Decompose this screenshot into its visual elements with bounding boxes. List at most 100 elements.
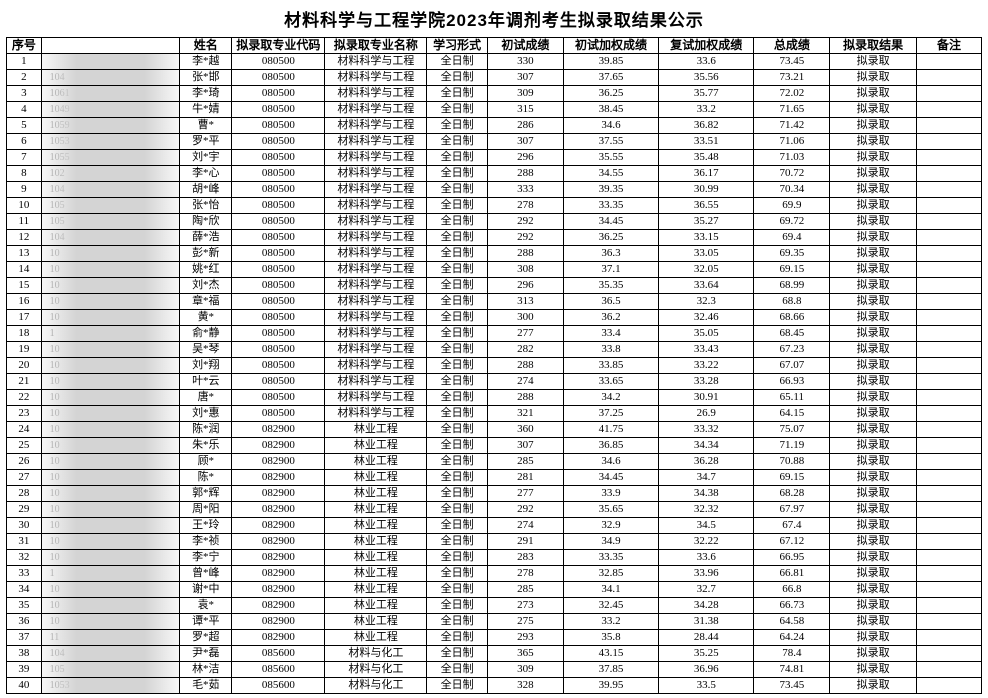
- cell: 全日制: [427, 230, 488, 246]
- cell: 70.88: [754, 454, 830, 470]
- cell: 37.25: [563, 406, 658, 422]
- cell: 080500: [232, 230, 325, 246]
- table-row: 2510朱*乐082900林业工程全日制30736.8534.3471.19拟录…: [7, 438, 982, 454]
- cell: [916, 246, 981, 262]
- cell: 309: [487, 662, 563, 678]
- cell: 材料科学与工程: [325, 390, 427, 406]
- cell: 082900: [232, 534, 325, 550]
- cell: 64.58: [754, 614, 830, 630]
- cell: 292: [487, 230, 563, 246]
- cell: 080500: [232, 198, 325, 214]
- cell: 张*怡: [180, 198, 232, 214]
- cell: 71.06: [754, 134, 830, 150]
- cell: 31.38: [659, 614, 754, 630]
- cell: 全日制: [427, 646, 488, 662]
- cell-examid-redacted: 11: [41, 630, 180, 646]
- cell-examid-redacted: 10: [41, 550, 180, 566]
- cell: 材料科学与工程: [325, 294, 427, 310]
- cell: 26: [7, 454, 42, 470]
- cell: 拟录取: [830, 502, 917, 518]
- cell: [916, 166, 981, 182]
- cell: 78.4: [754, 646, 830, 662]
- cell: 68.8: [754, 294, 830, 310]
- cell: [916, 278, 981, 294]
- table-row: 3410谢*中082900林业工程全日制28534.132.766.8拟录取: [7, 582, 982, 598]
- cell: 陶*欣: [180, 214, 232, 230]
- cell: [916, 294, 981, 310]
- cell: 拟录取: [830, 454, 917, 470]
- cell: 拟录取: [830, 150, 917, 166]
- cell: 4: [7, 102, 42, 118]
- cell-examid-redacted: 10: [41, 486, 180, 502]
- cell: 67.4: [754, 518, 830, 534]
- cell: 34.1: [563, 582, 658, 598]
- cell: 080500: [232, 358, 325, 374]
- table-row: 61053罗*平080500材料科学与工程全日制30737.5533.5171.…: [7, 134, 982, 150]
- cell: 35.65: [563, 502, 658, 518]
- cell: 080500: [232, 342, 325, 358]
- cell: 085600: [232, 646, 325, 662]
- cell: 34.7: [659, 470, 754, 486]
- cell: [916, 310, 981, 326]
- cell: 36.2: [563, 310, 658, 326]
- cell-examid-redacted: 10: [41, 438, 180, 454]
- col-note: 备注: [916, 38, 981, 54]
- cell: 全日制: [427, 438, 488, 454]
- cell: [916, 454, 981, 470]
- cell: 谭*平: [180, 614, 232, 630]
- col-s1: 初试成绩: [487, 38, 563, 54]
- cell: 330: [487, 54, 563, 70]
- cell: 李*心: [180, 166, 232, 182]
- table-row: 3210李*宁082900林业工程全日制28333.3533.666.95拟录取: [7, 550, 982, 566]
- cell: 080500: [232, 54, 325, 70]
- cell-examid-redacted: 10: [41, 278, 180, 294]
- cell: 33.6: [659, 54, 754, 70]
- cell: 082900: [232, 582, 325, 598]
- cell: 080500: [232, 102, 325, 118]
- cell: 333: [487, 182, 563, 198]
- cell: 292: [487, 502, 563, 518]
- cell: 13: [7, 246, 42, 262]
- cell: 罗*平: [180, 134, 232, 150]
- cell: 全日制: [427, 406, 488, 422]
- cell: 67.97: [754, 502, 830, 518]
- cell: 37.1: [563, 262, 658, 278]
- cell: 拟录取: [830, 422, 917, 438]
- cell: 080500: [232, 406, 325, 422]
- col-index: 序号: [7, 38, 42, 54]
- cell: 71.19: [754, 438, 830, 454]
- cell: 66.73: [754, 598, 830, 614]
- cell: 68.99: [754, 278, 830, 294]
- cell: [916, 550, 981, 566]
- cell: 李*琦: [180, 86, 232, 102]
- cell: 全日制: [427, 502, 488, 518]
- cell: 73.45: [754, 678, 830, 694]
- cell-examid-redacted: 10: [41, 406, 180, 422]
- cell: [916, 102, 981, 118]
- cell: [916, 662, 981, 678]
- cell: [916, 502, 981, 518]
- cell: [916, 118, 981, 134]
- cell: 37.85: [563, 662, 658, 678]
- cell: 林业工程: [325, 422, 427, 438]
- cell: 32.7: [659, 582, 754, 598]
- cell: 2: [7, 70, 42, 86]
- cell: 胡*峰: [180, 182, 232, 198]
- cell: 林业工程: [325, 550, 427, 566]
- cell: 32.46: [659, 310, 754, 326]
- cell-examid-redacted: 104: [41, 70, 180, 86]
- cell: 36.25: [563, 86, 658, 102]
- cell: 全日制: [427, 198, 488, 214]
- cell: 20: [7, 358, 42, 374]
- cell-examid-redacted: 104: [41, 230, 180, 246]
- cell: 材料科学与工程: [325, 342, 427, 358]
- cell: 拟录取: [830, 246, 917, 262]
- cell: 拟录取: [830, 662, 917, 678]
- cell: 35.05: [659, 326, 754, 342]
- cell: 全日制: [427, 582, 488, 598]
- cell: 全日制: [427, 134, 488, 150]
- table-row: 1510刘*杰080500材料科学与工程全日制29635.3533.6468.9…: [7, 278, 982, 294]
- cell: 34.38: [659, 486, 754, 502]
- cell: 10: [7, 198, 42, 214]
- cell: 拟录取: [830, 566, 917, 582]
